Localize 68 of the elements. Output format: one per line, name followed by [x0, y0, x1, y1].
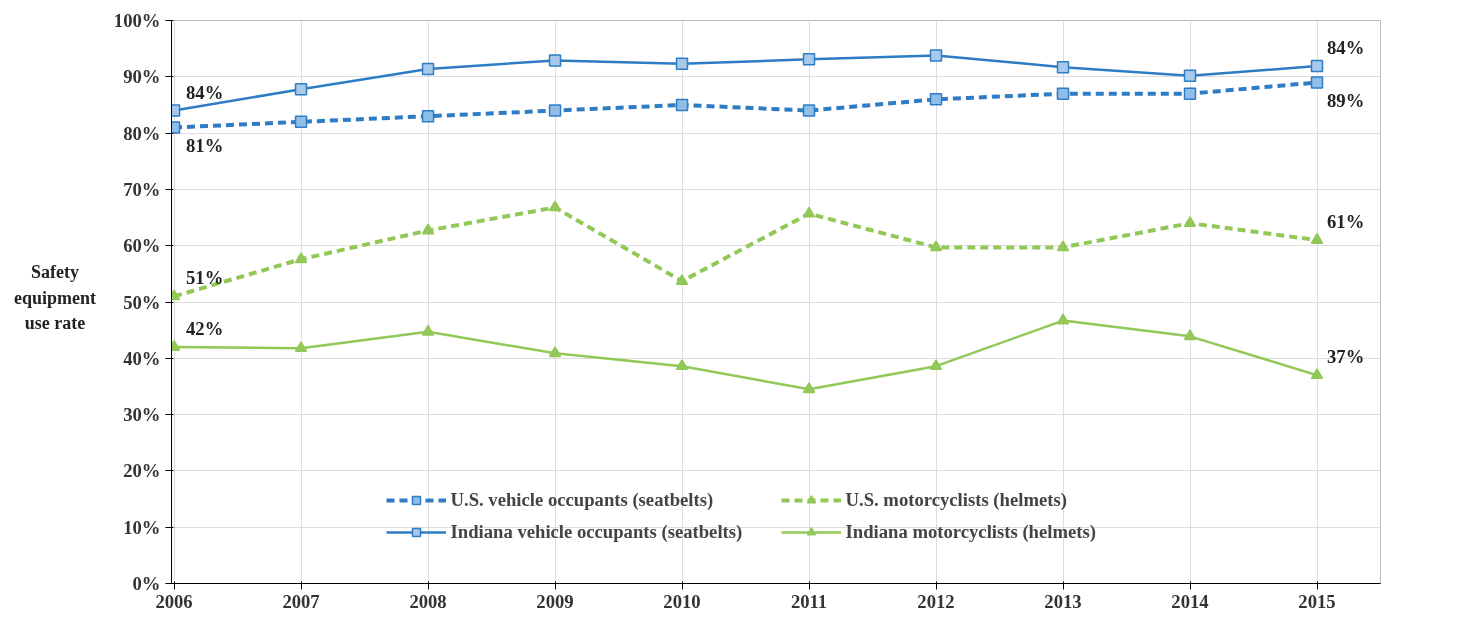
annotation: 89%: [1327, 90, 1365, 112]
point: [929, 93, 943, 106]
y-tick-label: 10%: [123, 516, 161, 538]
point: [294, 252, 308, 264]
point: [548, 104, 562, 117]
legend-label: U.S. motorcyclists (helmets): [845, 489, 1068, 511]
y-tick-label: 50%: [123, 291, 161, 313]
point: [802, 53, 816, 66]
legend-label: Indiana motorcyclists (helmets): [845, 521, 1097, 543]
annotation: 51%: [186, 267, 224, 289]
annotation: 81%: [186, 135, 224, 157]
y-tick-label: 70%: [123, 178, 161, 200]
point: [1056, 87, 1070, 100]
point: [1056, 240, 1070, 252]
x-tick-label: 2015: [1298, 590, 1336, 612]
y-tick-label: 30%: [123, 404, 161, 426]
point: [1310, 232, 1324, 244]
point: [802, 382, 816, 394]
point: [1183, 329, 1197, 341]
point: [675, 98, 689, 112]
point: [294, 82, 308, 96]
point: [675, 274, 689, 286]
point: [1056, 313, 1070, 325]
y-tick-label: 20%: [123, 460, 161, 482]
point: [1183, 69, 1197, 82]
point: [675, 359, 689, 371]
point: [802, 206, 816, 218]
x-tick-label: 2013: [1044, 590, 1082, 612]
y-tick-label: 80%: [123, 122, 161, 144]
annotation: 84%: [186, 81, 224, 103]
point: [1183, 216, 1197, 228]
annotation: 42%: [186, 318, 224, 340]
y-axis-title: Safety equipment use rate: [13, 261, 97, 336]
legend-label: Indiana vehicle occupants (seatbelts): [450, 521, 744, 543]
x-tick-label: 2010: [663, 590, 701, 612]
point: [929, 49, 943, 62]
x-tick-label: 2009: [536, 590, 574, 612]
x-tick-label: 2008: [409, 590, 447, 612]
point: [421, 109, 435, 123]
annotation: 37%: [1327, 346, 1365, 368]
point: [1310, 59, 1324, 73]
point: [929, 240, 943, 252]
y-tick-label: 40%: [123, 347, 161, 369]
point: [1056, 60, 1070, 74]
y-tick-label: 90%: [123, 66, 161, 88]
point: [675, 57, 689, 71]
x-tick-label: 2012: [917, 590, 955, 612]
point: [802, 104, 816, 117]
x-tick-label: 2011: [790, 590, 828, 612]
point: [548, 54, 562, 67]
point: [421, 223, 435, 235]
y-tick-label: 60%: [123, 235, 161, 257]
point: [548, 200, 562, 212]
point: [548, 346, 562, 358]
x-tick-label: 2014: [1171, 590, 1209, 612]
point: [1183, 87, 1197, 100]
point: [294, 341, 308, 353]
annotation: 61%: [1327, 211, 1365, 233]
y-tick-label: 100%: [113, 10, 161, 31]
point: [294, 115, 308, 129]
point: [929, 359, 943, 371]
annotation: 84%: [1327, 37, 1365, 59]
point: [421, 62, 435, 76]
legend-label: U.S. vehicle occupants (seatbelts): [450, 489, 715, 511]
point: [1310, 76, 1324, 89]
x-tick-label: 2007: [282, 590, 320, 612]
point: [421, 324, 435, 336]
point: [1310, 368, 1324, 380]
